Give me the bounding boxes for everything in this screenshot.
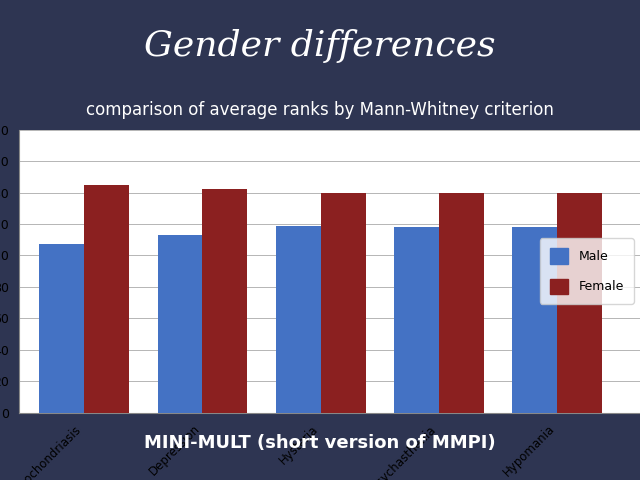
- Bar: [202, 190, 248, 413]
- Bar: [276, 226, 321, 413]
- Bar: [557, 192, 602, 413]
- Bar: [39, 244, 84, 413]
- Bar: [84, 185, 129, 413]
- Text: comparison of average ranks by Mann-Whitney criterion: comparison of average ranks by Mann-Whit…: [86, 101, 554, 119]
- Legend: Male, Female: Male, Female: [540, 239, 634, 304]
- Bar: [394, 227, 439, 413]
- Bar: [439, 192, 484, 413]
- Bar: [321, 192, 365, 413]
- Text: Gender differences: Gender differences: [144, 28, 496, 62]
- Bar: [157, 235, 202, 413]
- Bar: [512, 227, 557, 413]
- Text: MINI-MULT (short version of MMPI): MINI-MULT (short version of MMPI): [144, 434, 496, 452]
